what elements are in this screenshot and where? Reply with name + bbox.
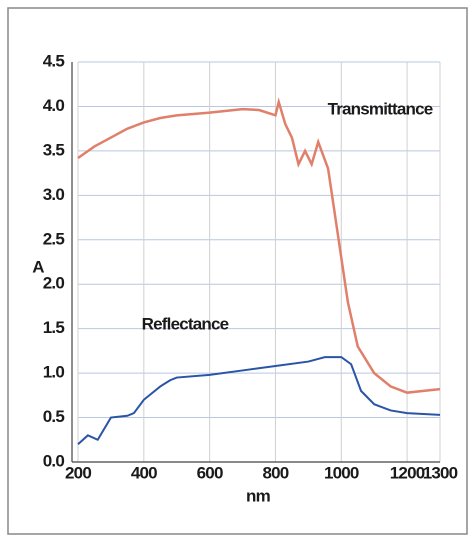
x-tick-label: 1200	[390, 463, 425, 482]
y-tick-label: 4.0	[43, 96, 65, 115]
series-line	[77, 356, 441, 445]
y-tick-label: 0.0	[43, 451, 65, 470]
x-tick-label: 800	[262, 463, 288, 482]
x-tick-label: 1000	[324, 463, 359, 482]
series-line	[77, 97, 441, 394]
frame	[7, 7, 468, 535]
y-tick-label: 3.5	[43, 140, 65, 159]
x-tick-label: 200	[65, 463, 91, 482]
y-axis-label: A	[32, 257, 44, 276]
x-tick-label: 400	[131, 463, 157, 482]
series-label: Transmittance	[328, 99, 433, 118]
y-tick-label: 2.0	[43, 274, 65, 293]
x-axis-label: nm	[246, 486, 271, 505]
y-tick-label: 4.5	[43, 51, 65, 70]
y-tick-label: 2.5	[43, 229, 65, 248]
series-label: Reflectance	[142, 314, 229, 333]
x-tick-label: 1300	[423, 463, 458, 482]
y-tick-label: 1.5	[43, 318, 65, 337]
y-tick-label: 3.0	[43, 185, 65, 204]
x-tick-label: 600	[197, 463, 223, 482]
y-tick-label: 1.0	[43, 363, 65, 382]
y-tick-label: 0.5	[43, 407, 65, 426]
